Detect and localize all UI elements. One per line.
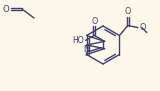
Text: HO: HO bbox=[73, 36, 84, 45]
Text: O: O bbox=[3, 4, 9, 13]
Text: H: H bbox=[84, 52, 89, 58]
Text: O: O bbox=[125, 7, 131, 16]
Text: N: N bbox=[84, 45, 90, 54]
Text: O: O bbox=[139, 23, 145, 32]
Text: O: O bbox=[91, 17, 97, 26]
